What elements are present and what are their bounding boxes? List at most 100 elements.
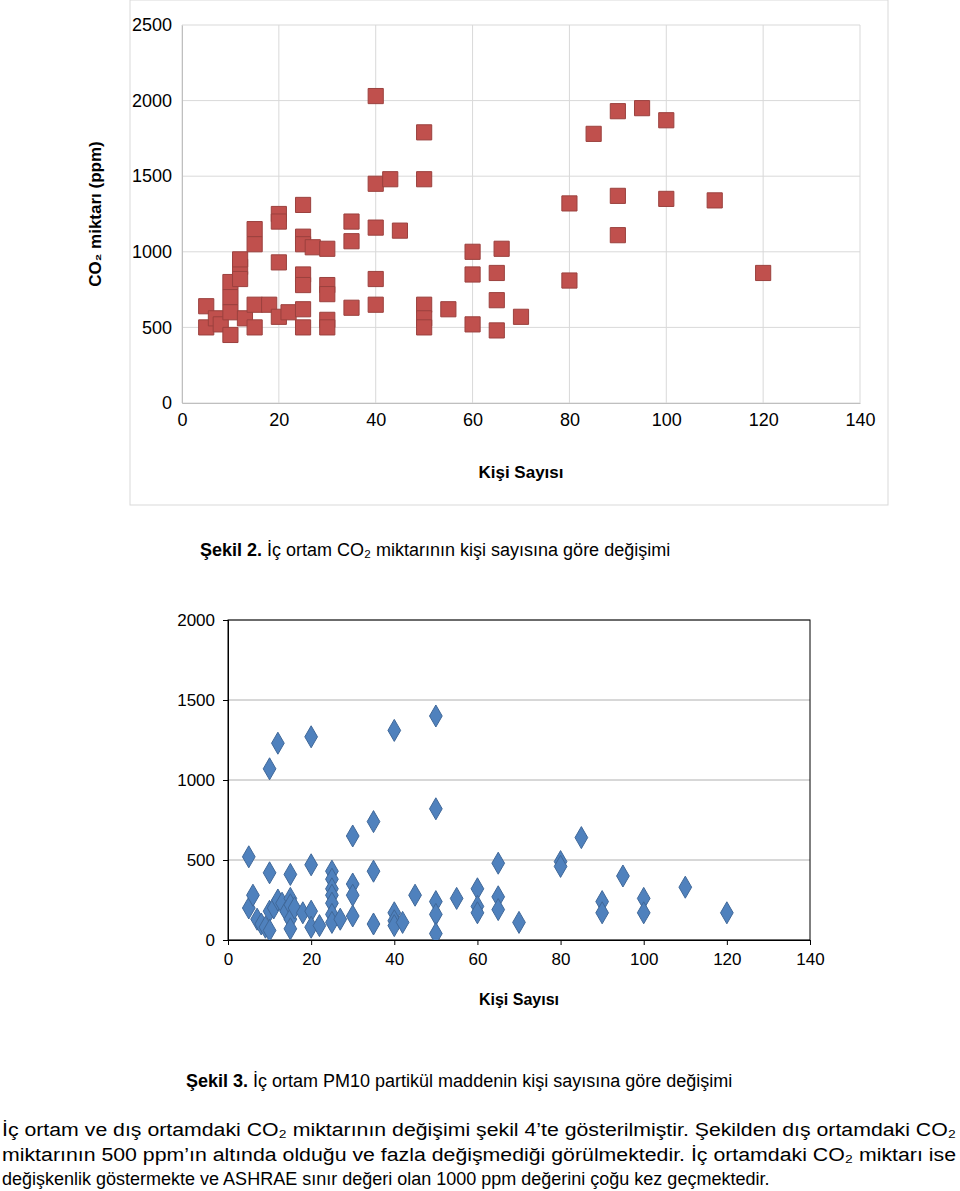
x-axis: 020406080100120140 (224, 940, 825, 969)
y-tick-mark (223, 780, 228, 781)
point (492, 899, 505, 921)
x-tick-label: 140 (845, 410, 875, 430)
y-tick-label: 2000 (132, 91, 172, 111)
point (575, 827, 588, 849)
point (334, 908, 347, 930)
x-tick-label: 120 (713, 950, 741, 969)
point (679, 876, 692, 898)
point (295, 277, 310, 292)
y-axis: 0500100015002000 (177, 611, 228, 950)
point (417, 297, 432, 312)
x-tick-label: 140 (796, 950, 824, 969)
y-tick-mark (223, 620, 228, 621)
x-tick-mark (311, 940, 312, 945)
point (295, 302, 310, 317)
y-tick-label: 1500 (132, 166, 172, 186)
point (368, 176, 383, 191)
x-tick-label: 120 (749, 410, 779, 430)
point (392, 223, 407, 238)
chart-border (130, 0, 888, 505)
point (346, 905, 359, 927)
x-tick: 80 (560, 403, 580, 430)
x-tick: 100 (630, 940, 658, 969)
x-tick: 140 (796, 940, 824, 969)
point (610, 228, 625, 243)
x-tick: 60 (463, 403, 483, 430)
point (305, 726, 318, 748)
point (489, 265, 504, 280)
x-tick-label: 80 (560, 410, 580, 430)
point (596, 902, 609, 924)
point (223, 290, 238, 305)
x-tick-mark (394, 940, 395, 945)
point (610, 104, 625, 119)
x-tick: 20 (302, 940, 321, 969)
grid-line-y (228, 780, 810, 781)
point (367, 860, 380, 882)
point (465, 267, 480, 282)
point (320, 320, 335, 335)
point (295, 320, 310, 335)
point (346, 884, 359, 906)
grid-line-y (228, 700, 810, 701)
point (562, 196, 577, 211)
point (430, 923, 443, 940)
point (247, 320, 262, 335)
y-tick: 500 (142, 318, 182, 338)
point (263, 862, 276, 884)
x-tick-label: 60 (463, 410, 483, 430)
point (320, 241, 335, 256)
grid-line-x (763, 25, 764, 403)
point (465, 244, 480, 259)
x-tick-mark (561, 940, 562, 945)
x-tick-mark (644, 940, 645, 945)
y-tick: 2500 (132, 15, 182, 35)
point (242, 846, 255, 868)
points (242, 705, 733, 940)
grid-line-x (375, 25, 376, 403)
y-tick-label: 500 (187, 851, 215, 870)
point (368, 271, 383, 286)
x-tick: 100 (652, 403, 682, 430)
point (492, 852, 505, 874)
point (409, 884, 422, 906)
y-tick: 1500 (132, 166, 182, 186)
point (368, 88, 383, 103)
y-axis-line (223, 621, 229, 941)
point (659, 191, 674, 206)
x-tick-label: 80 (552, 950, 571, 969)
x-tick-label: 100 (652, 410, 682, 430)
point (305, 854, 318, 876)
point (707, 193, 722, 208)
x-axis-title: Kişi Sayısı (479, 991, 559, 1008)
point (383, 172, 398, 187)
x-tick-mark (477, 940, 478, 945)
y-axis: 05001000150020002500 (132, 15, 183, 413)
grid-line-x (472, 25, 473, 403)
point (313, 915, 326, 937)
point (368, 220, 383, 235)
y-tick-label: 2500 (132, 15, 172, 35)
point (271, 255, 286, 270)
paragraph: İç ortam ve dış ortamdaki CO₂ miktarının… (2, 1120, 956, 1189)
x-tick-label: 20 (269, 410, 289, 430)
x-tick: 120 (749, 403, 779, 430)
y-tick: 1000 (177, 771, 228, 790)
x-tick-mark (810, 940, 811, 945)
point (247, 297, 262, 312)
y-tick-label: 1000 (177, 771, 215, 790)
point (344, 234, 359, 249)
point (721, 902, 734, 924)
point (367, 913, 380, 935)
point (233, 252, 248, 267)
point (554, 855, 567, 877)
y-axis-line (182, 26, 183, 404)
grid-line-y (182, 25, 860, 26)
point (272, 732, 285, 754)
y-tick-mark (223, 860, 228, 861)
grid-line-x (569, 25, 570, 403)
point (295, 197, 310, 212)
grid-line-x (860, 25, 861, 403)
caption: Şekil 2. İç ortam CO₂ miktarının kişi sa… (200, 540, 670, 560)
point (320, 287, 335, 302)
